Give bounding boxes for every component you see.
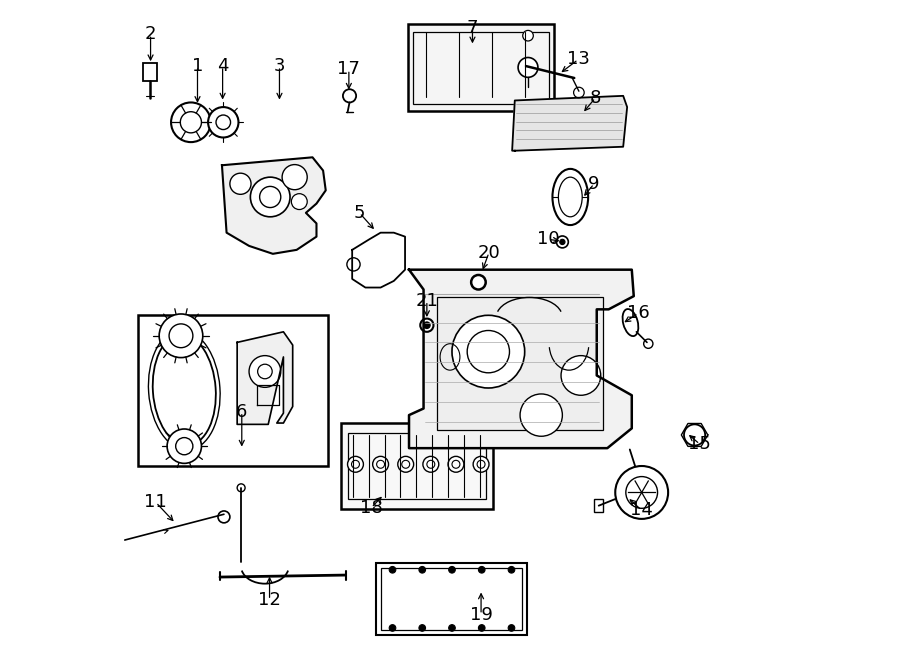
Circle shape: [684, 424, 705, 446]
Text: 3: 3: [274, 57, 285, 75]
Circle shape: [230, 173, 251, 194]
Circle shape: [616, 466, 668, 519]
Circle shape: [347, 456, 364, 472]
Circle shape: [218, 511, 230, 523]
Circle shape: [508, 625, 515, 631]
Ellipse shape: [558, 177, 582, 217]
Circle shape: [259, 186, 281, 208]
Circle shape: [420, 319, 434, 332]
Circle shape: [352, 460, 359, 468]
Circle shape: [389, 566, 396, 573]
Circle shape: [159, 314, 202, 358]
Text: 18: 18: [360, 498, 382, 517]
Circle shape: [373, 456, 389, 472]
Circle shape: [167, 429, 202, 463]
Bar: [594, 499, 603, 512]
Circle shape: [523, 30, 534, 41]
Circle shape: [644, 339, 652, 348]
Circle shape: [418, 566, 426, 573]
Bar: [376, 563, 526, 635]
Text: 2: 2: [145, 25, 157, 44]
Circle shape: [343, 89, 356, 102]
Bar: [143, 63, 157, 81]
Text: 21: 21: [416, 292, 438, 310]
Circle shape: [449, 625, 455, 631]
Circle shape: [216, 115, 230, 130]
Ellipse shape: [623, 309, 638, 336]
Circle shape: [561, 356, 600, 395]
Text: 4: 4: [217, 57, 229, 75]
Circle shape: [389, 625, 396, 631]
Circle shape: [176, 438, 193, 455]
Circle shape: [180, 112, 202, 133]
Circle shape: [556, 236, 568, 248]
Text: 6: 6: [236, 403, 248, 421]
Circle shape: [560, 239, 565, 245]
Circle shape: [477, 460, 485, 468]
Polygon shape: [222, 157, 326, 254]
Text: 11: 11: [145, 493, 167, 512]
Circle shape: [418, 625, 426, 631]
Bar: [347, 433, 486, 499]
Circle shape: [249, 356, 281, 387]
Text: 16: 16: [627, 304, 650, 323]
Polygon shape: [409, 270, 634, 448]
Circle shape: [424, 322, 430, 329]
Polygon shape: [238, 332, 292, 424]
Text: 13: 13: [567, 50, 590, 69]
Circle shape: [508, 566, 515, 573]
Circle shape: [398, 456, 414, 472]
Text: 10: 10: [536, 230, 559, 249]
Bar: [413, 32, 549, 104]
Circle shape: [452, 460, 460, 468]
Text: 20: 20: [478, 243, 500, 262]
Bar: [381, 568, 522, 630]
Ellipse shape: [472, 275, 486, 290]
Text: 17: 17: [338, 60, 360, 79]
Circle shape: [423, 456, 439, 472]
Circle shape: [449, 566, 455, 573]
Circle shape: [171, 102, 211, 142]
Circle shape: [626, 477, 658, 508]
Bar: [408, 24, 554, 111]
Circle shape: [238, 484, 245, 492]
Circle shape: [257, 364, 272, 379]
Text: 15: 15: [688, 435, 711, 453]
Circle shape: [452, 315, 525, 388]
Ellipse shape: [153, 334, 216, 446]
Circle shape: [427, 460, 435, 468]
Circle shape: [518, 58, 538, 77]
Circle shape: [448, 456, 464, 472]
Circle shape: [250, 177, 290, 217]
Text: 8: 8: [590, 89, 601, 107]
Circle shape: [573, 87, 584, 98]
Circle shape: [169, 324, 193, 348]
Text: 5: 5: [354, 204, 365, 222]
Circle shape: [376, 460, 384, 468]
Circle shape: [282, 165, 307, 190]
Circle shape: [479, 625, 485, 631]
Circle shape: [292, 194, 307, 210]
Text: 19: 19: [470, 605, 492, 624]
Circle shape: [479, 566, 485, 573]
Circle shape: [346, 258, 360, 271]
Circle shape: [467, 330, 509, 373]
Polygon shape: [512, 96, 627, 151]
Text: 1: 1: [192, 57, 203, 75]
Bar: [436, 297, 603, 430]
Text: 14: 14: [630, 501, 653, 520]
Bar: [341, 423, 493, 509]
Circle shape: [401, 460, 410, 468]
Text: 9: 9: [589, 175, 599, 193]
Circle shape: [473, 456, 489, 472]
Bar: [138, 315, 328, 466]
Circle shape: [208, 107, 238, 137]
Text: 12: 12: [258, 591, 281, 609]
Ellipse shape: [553, 169, 588, 225]
Text: 7: 7: [467, 19, 478, 37]
Circle shape: [520, 394, 562, 436]
